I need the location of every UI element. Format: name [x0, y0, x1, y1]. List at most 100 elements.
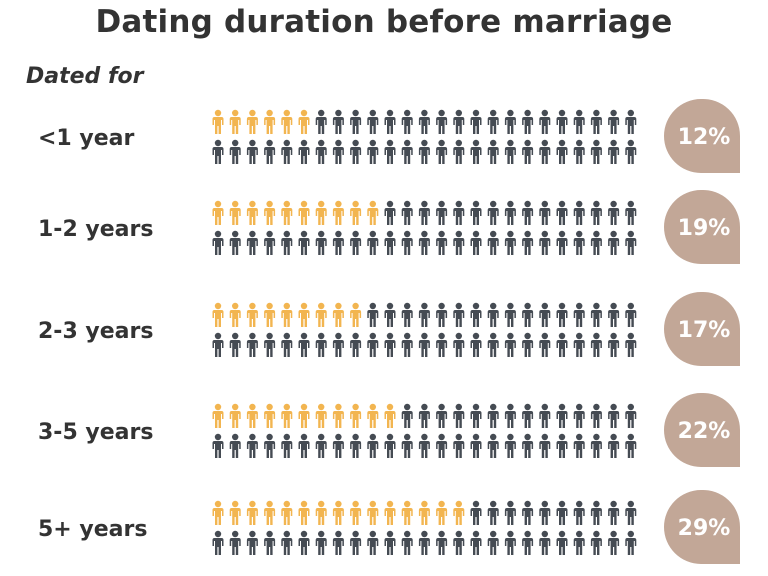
person-icon [418, 109, 430, 134]
person-icon [436, 302, 448, 327]
person-icon-group [212, 500, 637, 555]
person-icon [246, 433, 258, 458]
chart-row: 1-2 years 19% [38, 189, 741, 264]
person-icon-highlight [246, 109, 258, 134]
person-icon [281, 433, 293, 458]
person-icon [384, 139, 396, 164]
person-icon [487, 302, 499, 327]
person-icon [625, 500, 637, 525]
person-icon-highlight [350, 403, 362, 428]
person-icon-highlight [367, 200, 379, 225]
person-icon [522, 530, 534, 555]
person-icon [332, 230, 344, 255]
person-icon [470, 530, 482, 555]
person-icon [590, 139, 602, 164]
person-icon [487, 433, 499, 458]
person-icon [573, 302, 585, 327]
person-icon [470, 433, 482, 458]
person-icon [556, 200, 568, 225]
chart-row: <1 year 12% [38, 98, 741, 173]
person-icon-highlight [281, 109, 293, 134]
person-icon [487, 200, 499, 225]
person-icon-highlight [281, 500, 293, 525]
person-icon [522, 403, 534, 428]
person-icon [350, 332, 362, 357]
person-icon [573, 500, 585, 525]
percentage-label: 22% [678, 419, 731, 444]
person-icon [625, 302, 637, 327]
person-icon-highlight [229, 109, 241, 134]
person-icon-highlight [350, 500, 362, 525]
person-icon-highlight [332, 302, 344, 327]
person-icon-highlight [246, 302, 258, 327]
person-icon [556, 109, 568, 134]
person-icon [246, 230, 258, 255]
person-icon [332, 109, 344, 134]
person-icon-highlight [350, 200, 362, 225]
person-icon [539, 200, 551, 225]
person-icon [470, 332, 482, 357]
person-icon [384, 433, 396, 458]
person-icon [539, 302, 551, 327]
person-icon [264, 530, 276, 555]
person-icon-highlight [264, 302, 276, 327]
person-icon [350, 109, 362, 134]
person-icon-highlight [264, 109, 276, 134]
person-icon [418, 200, 430, 225]
person-icon [229, 530, 241, 555]
person-icon-highlight [212, 500, 224, 525]
person-icon [573, 109, 585, 134]
percentage-badge [664, 392, 741, 467]
person-icon-highlight [264, 200, 276, 225]
person-icon-highlight [418, 500, 430, 525]
person-icon [453, 200, 465, 225]
person-icon [350, 433, 362, 458]
category-label: 1-2 years [38, 217, 153, 242]
person-icon [470, 230, 482, 255]
person-icon [539, 500, 551, 525]
person-icon [556, 139, 568, 164]
person-icon-highlight [229, 200, 241, 225]
person-icon [436, 200, 448, 225]
person-icon [453, 530, 465, 555]
person-icon [367, 230, 379, 255]
person-icon-highlight [350, 302, 362, 327]
person-icon [401, 139, 413, 164]
person-icon [625, 230, 637, 255]
person-icon [332, 139, 344, 164]
person-icon [298, 230, 310, 255]
person-icon [556, 403, 568, 428]
person-icon [298, 433, 310, 458]
person-icon [212, 530, 224, 555]
person-icon [573, 530, 585, 555]
person-icon [332, 433, 344, 458]
person-icon [453, 109, 465, 134]
person-icon-highlight [315, 302, 327, 327]
person-icon [436, 139, 448, 164]
person-icon [539, 139, 551, 164]
person-icon [350, 139, 362, 164]
person-icon [504, 530, 516, 555]
person-icon [453, 403, 465, 428]
person-icon [608, 500, 620, 525]
person-icon [212, 332, 224, 357]
chart-subtitle: Dated for [26, 64, 144, 89]
person-icon [453, 332, 465, 357]
person-icon [246, 530, 258, 555]
person-icon [504, 139, 516, 164]
person-icon [608, 109, 620, 134]
person-icon-highlight [332, 403, 344, 428]
person-icon [625, 200, 637, 225]
person-icon [504, 500, 516, 525]
person-icon [608, 230, 620, 255]
person-icon [487, 139, 499, 164]
person-icon-highlight [298, 200, 310, 225]
person-icon [264, 230, 276, 255]
person-icon [418, 530, 430, 555]
person-icon [229, 139, 241, 164]
person-icon [608, 139, 620, 164]
person-icon [418, 433, 430, 458]
person-icon [556, 530, 568, 555]
person-icon-highlight [212, 200, 224, 225]
person-icon [522, 139, 534, 164]
